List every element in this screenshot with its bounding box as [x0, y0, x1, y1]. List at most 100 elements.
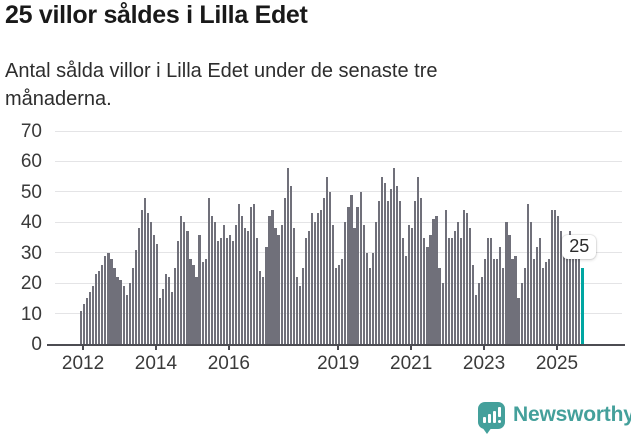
x-axis-tick — [227, 344, 230, 350]
bar — [149, 222, 153, 344]
last-value-label: 25 — [562, 234, 597, 259]
bar — [481, 277, 484, 344]
newsworthy-logo: Newsworthy — [477, 400, 631, 436]
bar — [168, 277, 171, 344]
gridline — [55, 252, 622, 254]
bar — [505, 222, 508, 344]
bar — [398, 201, 402, 344]
bar — [83, 304, 86, 344]
bar — [86, 298, 89, 344]
bar — [265, 246, 268, 344]
bar — [380, 176, 383, 344]
bar — [219, 237, 222, 344]
bar — [216, 240, 219, 344]
x-axis-label: 2012 — [61, 353, 105, 374]
bar — [572, 237, 575, 344]
bar — [158, 298, 162, 344]
bar — [174, 267, 177, 344]
bar — [356, 207, 359, 344]
bar — [499, 246, 502, 344]
y-axis-label: 20 — [20, 273, 42, 295]
bars-container — [80, 131, 620, 344]
y-axis-label: 60 — [20, 151, 42, 173]
y-axis-label: 50 — [20, 181, 42, 203]
x-axis-tick — [483, 344, 486, 350]
x-axis-tick — [337, 344, 340, 350]
bar — [128, 283, 131, 344]
x-axis-label: 2016 — [207, 353, 250, 374]
bar — [95, 274, 98, 344]
bar — [411, 228, 414, 344]
bar — [237, 204, 241, 344]
bar — [183, 222, 186, 344]
bar — [441, 283, 444, 344]
bar — [383, 182, 386, 344]
bar — [417, 176, 420, 344]
gridline — [55, 160, 622, 162]
bar — [228, 234, 232, 344]
bar — [329, 191, 332, 344]
bar — [420, 197, 423, 344]
bar — [520, 283, 523, 344]
bar — [326, 176, 329, 344]
bar — [134, 249, 137, 344]
bar-chart: 0 10 20 30 40 50 60 70 2012 2014 2016 2019 2021 2023 2… — [0, 120, 631, 390]
gridline — [55, 221, 622, 223]
bar — [435, 216, 438, 344]
bar — [368, 267, 371, 344]
bar — [210, 216, 213, 344]
bar — [198, 234, 201, 344]
bar — [487, 237, 490, 344]
bar — [301, 267, 304, 344]
chart-subtitle: Antal sålda villor i Lilla Edet under de… — [5, 60, 438, 110]
bar — [477, 283, 481, 344]
bar — [426, 246, 429, 344]
bar — [320, 210, 323, 344]
bar — [122, 286, 125, 344]
x-axis-tick — [154, 344, 157, 350]
bar — [508, 234, 511, 344]
y-axis-label: 30 — [20, 242, 42, 264]
bar — [547, 258, 551, 344]
bar — [146, 213, 150, 344]
bar — [526, 204, 529, 344]
gridline — [55, 130, 622, 132]
y-axis-label: 70 — [20, 121, 42, 142]
bar — [511, 258, 514, 344]
bar — [165, 274, 168, 344]
bar — [316, 213, 320, 344]
bar — [171, 292, 174, 344]
bar — [155, 243, 159, 344]
bar — [313, 222, 317, 344]
bar — [323, 197, 326, 344]
bar — [180, 216, 183, 344]
x-axis-label: 2023 — [462, 353, 506, 374]
bar — [405, 255, 408, 344]
bar — [575, 249, 578, 344]
bar — [386, 201, 390, 344]
bar — [295, 277, 298, 344]
bar — [374, 222, 377, 344]
bar — [459, 237, 462, 344]
bar — [514, 255, 517, 344]
bar — [563, 252, 566, 344]
plot-area: 0 10 20 30 40 50 60 70 2012 2014 2016 2019 2021 2023 2… — [21, 121, 625, 374]
bar — [493, 258, 496, 344]
bar — [253, 204, 256, 344]
bar — [292, 228, 295, 344]
bar — [332, 225, 335, 344]
bar — [289, 185, 292, 344]
bar — [462, 210, 465, 344]
bar — [535, 246, 538, 344]
bar — [541, 267, 544, 344]
bar — [347, 207, 350, 344]
bar — [344, 222, 347, 344]
y-axis-label: 10 — [20, 303, 42, 325]
bar — [402, 237, 405, 344]
bar — [107, 252, 110, 344]
bar — [341, 258, 344, 344]
bar — [550, 210, 554, 344]
bar — [222, 225, 225, 344]
bar — [438, 267, 441, 344]
bar — [362, 225, 365, 344]
